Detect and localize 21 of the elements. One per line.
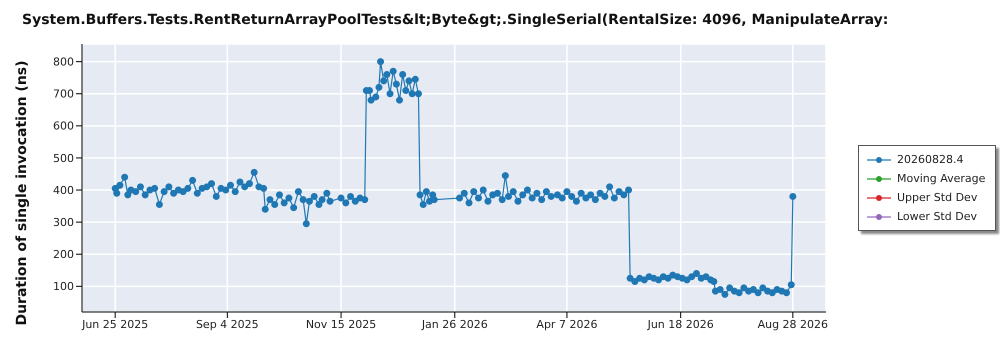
y-tick-label: 200 — [53, 248, 74, 262]
y-tick-label: 300 — [53, 216, 74, 230]
x-tick-label: Jan 26 2026 — [420, 318, 488, 331]
legend-label: 20260828.4 — [897, 153, 964, 166]
x-tick-label: Apr 7 2026 — [536, 318, 598, 331]
x-tick-label: Nov 15 2025 — [306, 318, 376, 331]
y-tick-label: 700 — [53, 88, 74, 101]
x-tick-label: Aug 28 2026 — [758, 318, 828, 331]
y-tick-label: 800 — [53, 56, 74, 69]
x-tick-label: Jun 18 2026 — [646, 318, 714, 331]
legend-label: Moving Average — [897, 172, 986, 185]
y-tick-label: 100 — [53, 280, 74, 294]
legend-label: Upper Std Dev — [897, 191, 978, 204]
x-tick-label: Jun 25 2025 — [81, 318, 148, 331]
legend-label: Lower Std Dev — [897, 210, 977, 223]
y-tick-label: 400 — [53, 184, 74, 197]
y-tick-label: 600 — [53, 120, 74, 133]
x-tick-label: Sep 4 2025 — [196, 318, 259, 331]
y-tick-label: 500 — [53, 152, 74, 165]
y-axis-title: Duration of single invocation (ns) — [14, 60, 30, 326]
chart-title: System.Buffers.Tests.RentReturnArrayPoolTests&lt;Byte&gt;.SingleSerial(RentalSize: 4096, ManipulateArray: — [22, 12, 888, 28]
